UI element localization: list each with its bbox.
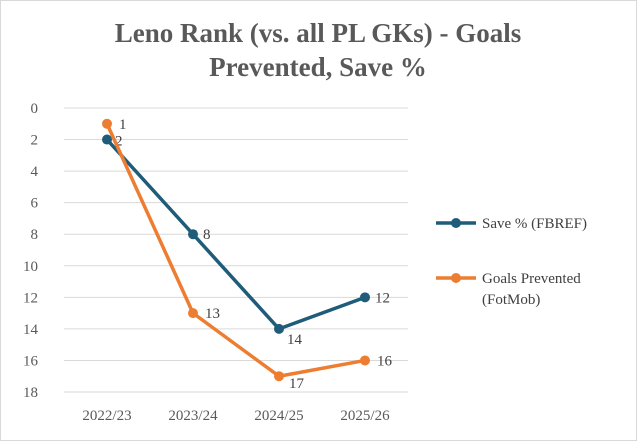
legend-marker (451, 218, 461, 228)
y-tick-label: 4 (31, 164, 39, 180)
data-label: 1 (119, 117, 127, 133)
series-line (105, 138, 366, 331)
y-tick-label: 6 (31, 196, 39, 212)
data-label: 16 (377, 353, 393, 369)
data-label: 17 (289, 376, 305, 392)
legend-label: (FotMob) (482, 292, 540, 308)
data-point (102, 118, 112, 129)
chart-title-line-1: Leno Rank (vs. all PL GKs) - Goals (115, 18, 522, 48)
x-tick-label: 2025/26 (340, 408, 390, 424)
data-point (274, 371, 284, 382)
y-tick-label: 0 (31, 101, 39, 117)
series-1: 1 13 17 16 (102, 117, 393, 392)
data-label: 12 (375, 290, 390, 306)
legend-entry-0: Save % (FBREF) (436, 216, 587, 232)
series-0: 2 8 14 12 (102, 134, 390, 348)
y-tick-label: 2 (31, 133, 39, 149)
legend-marker (451, 273, 461, 283)
y-tick-label: 10 (23, 259, 38, 275)
x-tick-label: 2024/25 (254, 408, 303, 424)
series-layer: 2 8 14 12 1 13 17 16 (102, 117, 393, 392)
x-axis-ticks: 2022/23 2023/24 2024/25 2025/26 (82, 408, 390, 424)
data-label: 8 (203, 227, 211, 243)
data-label: 13 (205, 306, 220, 322)
data-point (360, 292, 370, 303)
y-tick-label: 8 (31, 227, 39, 243)
data-label: 14 (287, 332, 303, 348)
data-point (102, 134, 112, 145)
legend: Save % (FBREF) Goals Prevented (FotMob) (436, 216, 587, 308)
data-point (274, 323, 284, 334)
data-point (188, 308, 198, 319)
y-tick-label: 12 (23, 290, 38, 306)
data-point (360, 355, 370, 366)
y-tick-label: 14 (23, 322, 39, 338)
legend-label: Save % (FBREF) (482, 216, 587, 232)
y-axis-ticks: 0 2 4 6 8 10 12 14 16 18 (23, 101, 39, 401)
legend-label: Goals Prevented (482, 271, 581, 287)
x-tick-label: 2023/24 (168, 408, 218, 424)
y-tick-label: 18 (23, 385, 38, 401)
chart-title-line-2: Prevented, Save % (209, 52, 427, 82)
legend-entry-1: Goals Prevented (FotMob) (436, 271, 581, 308)
y-tick-label: 16 (23, 353, 39, 369)
data-label: 2 (115, 134, 123, 150)
x-tick-label: 2022/23 (82, 408, 131, 424)
data-point (188, 229, 198, 240)
gridlines (64, 107, 408, 393)
series-line (105, 123, 366, 378)
